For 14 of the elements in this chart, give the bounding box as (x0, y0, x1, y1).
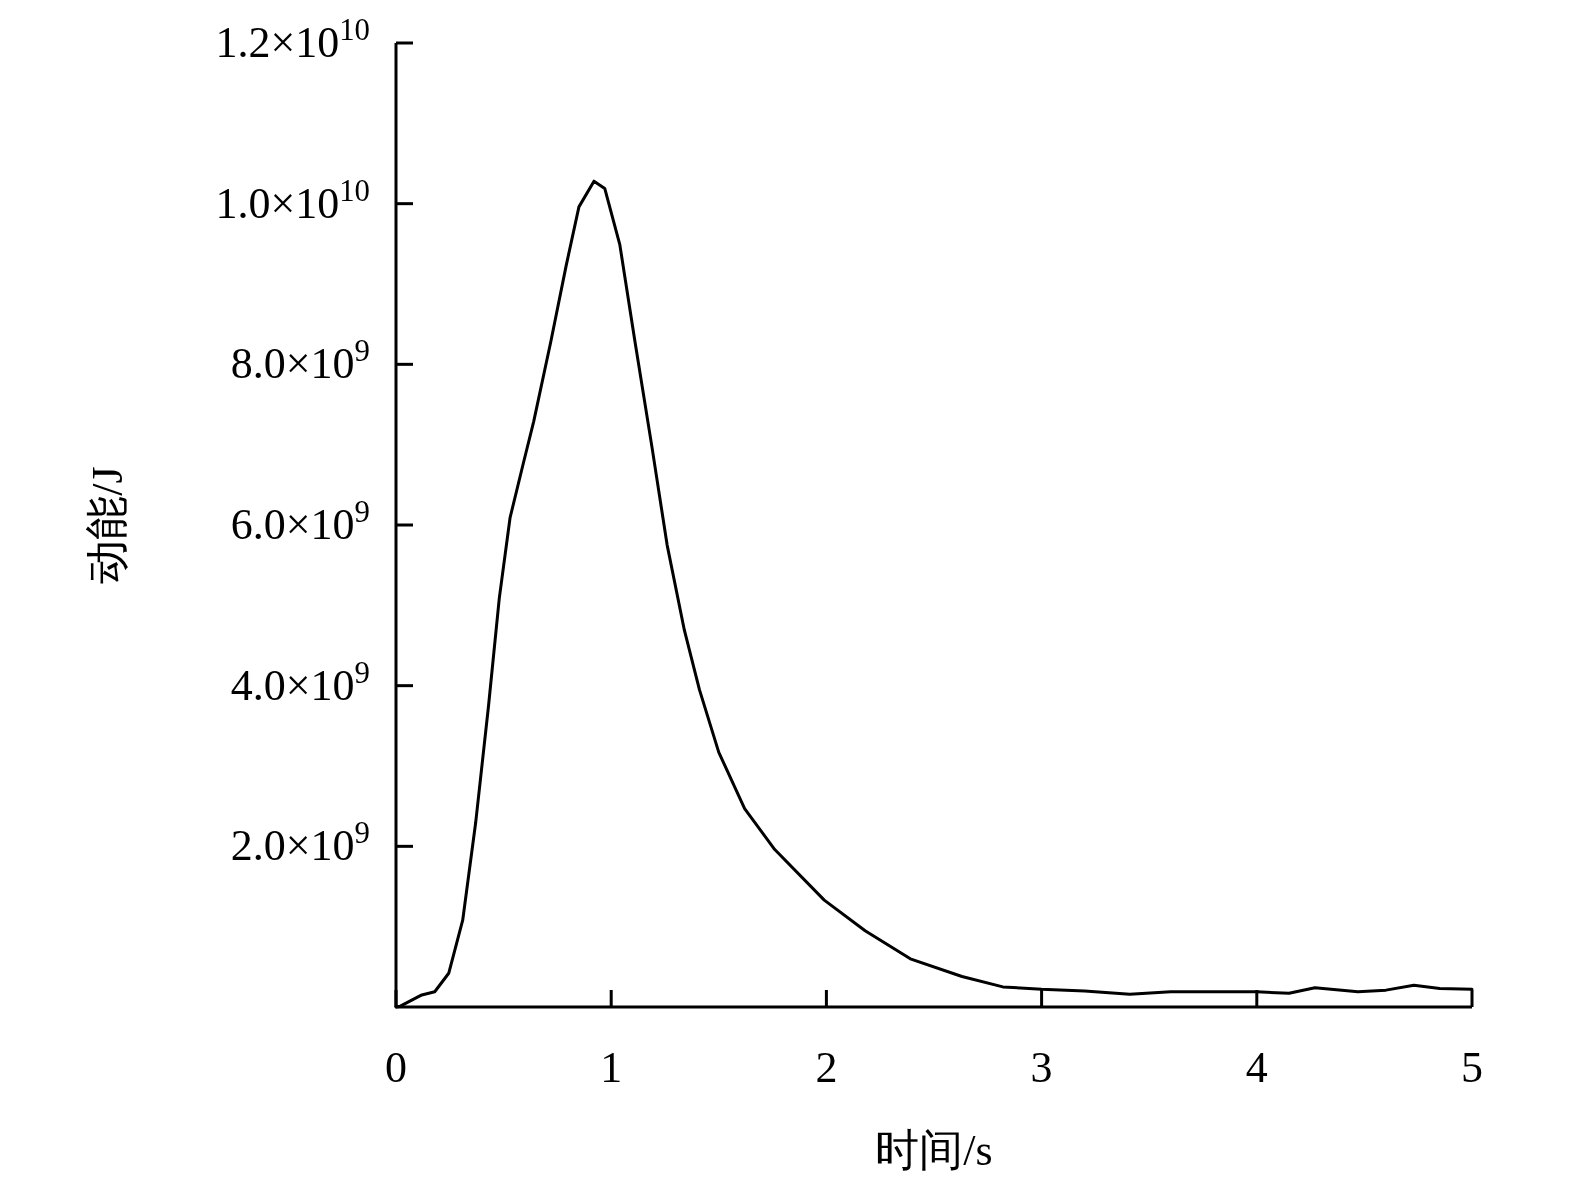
y-tick-label: 4.0×10$^{9}$ (230, 655, 370, 710)
x-tick-label: 3 (1030, 1043, 1053, 1092)
x-tick-label: 0 (385, 1043, 407, 1092)
x-tick-label: 2 (815, 1043, 838, 1092)
y-axis-title: 动能/J (83, 466, 132, 584)
x-axis-title: 时间/s (875, 1126, 993, 1175)
x-tick-label: 4 (1245, 1043, 1268, 1092)
y-tick-label: 1.0×10$^{10}$ (215, 173, 370, 228)
x-tick-label: 5 (1461, 1043, 1483, 1092)
y-tick-label: 8.0×10$^{9}$ (230, 334, 370, 389)
x-tick-label: 1 (600, 1043, 623, 1092)
y-tick-label: 6.0×10$^{9}$ (230, 495, 370, 549)
y-tick-label: 2.0×10$^{9}$ (230, 816, 370, 871)
y-tick-label: 1.2×10$^{10}$ (215, 13, 370, 67)
